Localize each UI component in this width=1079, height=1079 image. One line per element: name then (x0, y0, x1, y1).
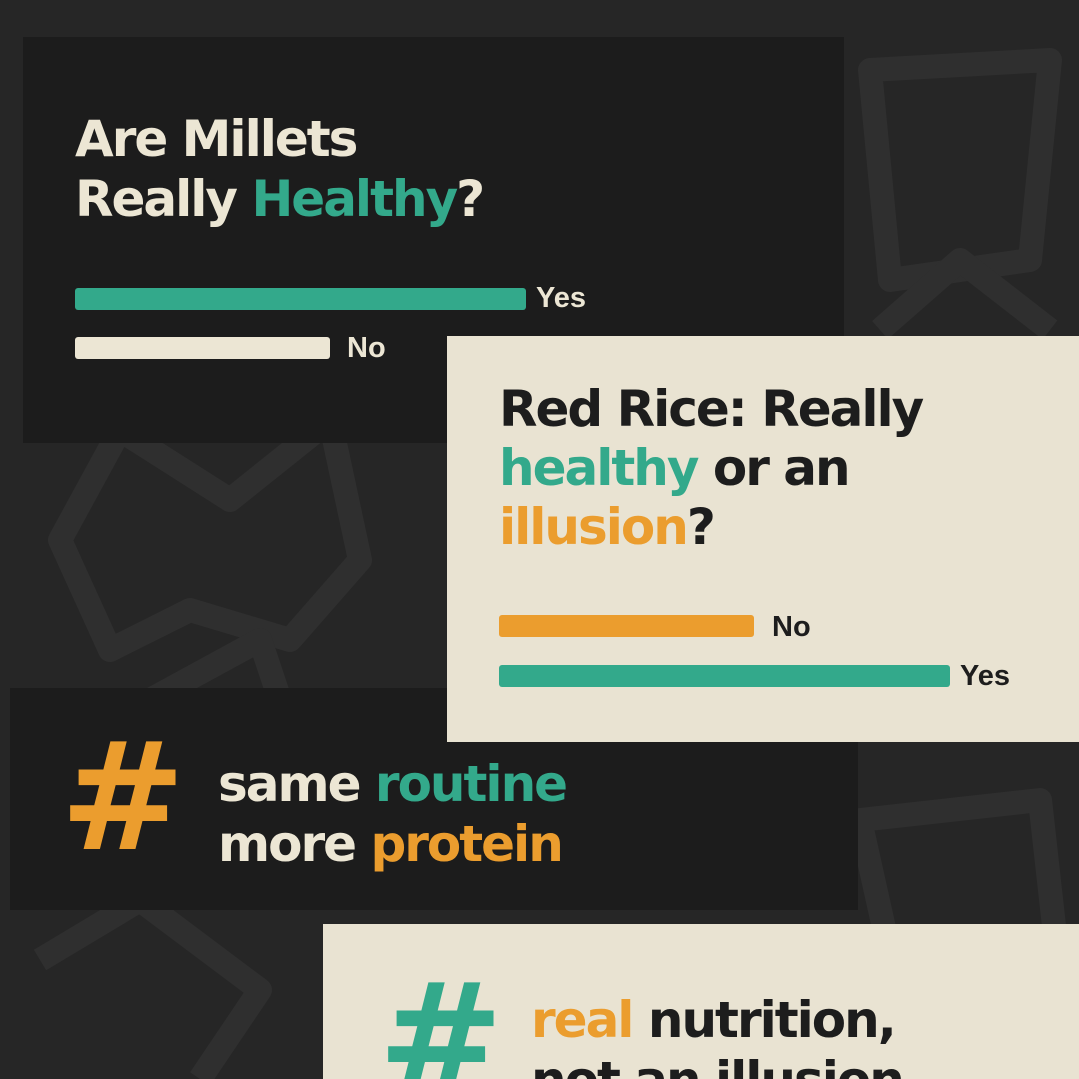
poll-card-red-rice: Red Rice: Really healthy or an illusion?… (447, 336, 1079, 742)
hashtag-highlight: routine (374, 755, 568, 813)
title-line: illusion? (499, 498, 922, 557)
hashtag-text: same routine more protein (218, 754, 568, 874)
title-text: ? (456, 170, 485, 228)
title-text: Really (75, 170, 252, 228)
hashtag-word: same (218, 755, 375, 813)
poll-bar-no[interactable] (75, 337, 330, 359)
hashtag-highlight: protein (370, 815, 563, 873)
hashtag-line: same routine (218, 754, 568, 814)
title-line: Are Millets (75, 110, 358, 168)
poll-title: Are Millets Really Healthy? (75, 109, 485, 229)
title-highlight: Healthy (251, 170, 458, 228)
poll-title: Red Rice: Really healthy or an illusion? (499, 380, 924, 557)
poll-option-label[interactable]: Yes (960, 660, 1010, 692)
title-highlight: illusion (499, 498, 689, 556)
hashtag-word: more (218, 815, 371, 873)
hashtag-highlight: real (531, 991, 634, 1049)
title-text: or an (697, 439, 851, 497)
title-highlight: healthy (499, 439, 699, 497)
poll-option-label[interactable]: No (772, 611, 811, 643)
poll-bar-yes[interactable] (499, 665, 950, 687)
hashtag-line: real nutrition, (531, 990, 903, 1050)
title-line: healthy or an (499, 439, 922, 498)
hashtag-icon: # (378, 952, 504, 1079)
hashtag-text: real nutrition, not an illusion (531, 990, 905, 1079)
poll-bar-yes[interactable] (75, 288, 526, 310)
title-line: Red Rice: Really (499, 380, 924, 438)
title-line: Really Healthy? (75, 169, 485, 229)
hashtag-word: nutrition, (632, 991, 897, 1049)
title-text: ? (686, 498, 716, 556)
poll-option-label[interactable]: Yes (536, 282, 586, 314)
hashtag-icon: # (60, 711, 186, 885)
poll-option-label[interactable]: No (347, 332, 386, 364)
hashtag-card-nutrition: # real nutrition, not an illusion (323, 924, 1079, 1079)
hashtag-line: more protein (218, 814, 566, 874)
hashtag-line: not an illusion (531, 1050, 905, 1079)
poll-bar-no[interactable] (499, 615, 754, 637)
